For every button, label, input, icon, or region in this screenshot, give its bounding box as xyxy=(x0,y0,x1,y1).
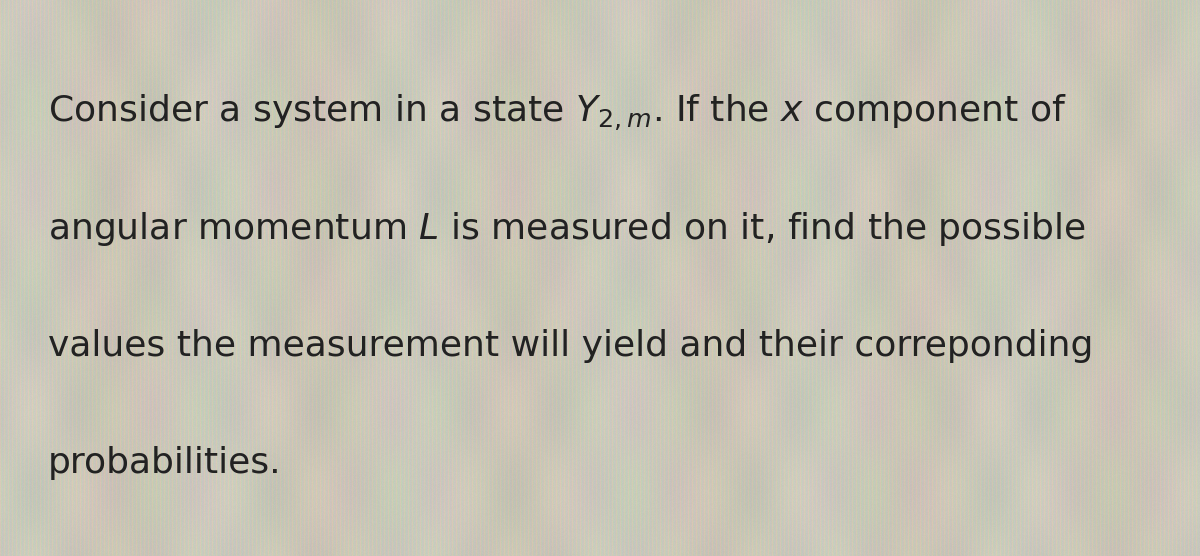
Text: probabilities.: probabilities. xyxy=(48,445,282,480)
Text: Consider a system in a state $Y_{2,m}$. If the $x$ component of: Consider a system in a state $Y_{2,m}$. … xyxy=(48,93,1067,133)
Text: values the measurement will yield and their correponding: values the measurement will yield and th… xyxy=(48,329,1093,363)
Text: angular momentum $L$ is measured on it, find the possible: angular momentum $L$ is measured on it, … xyxy=(48,210,1086,248)
